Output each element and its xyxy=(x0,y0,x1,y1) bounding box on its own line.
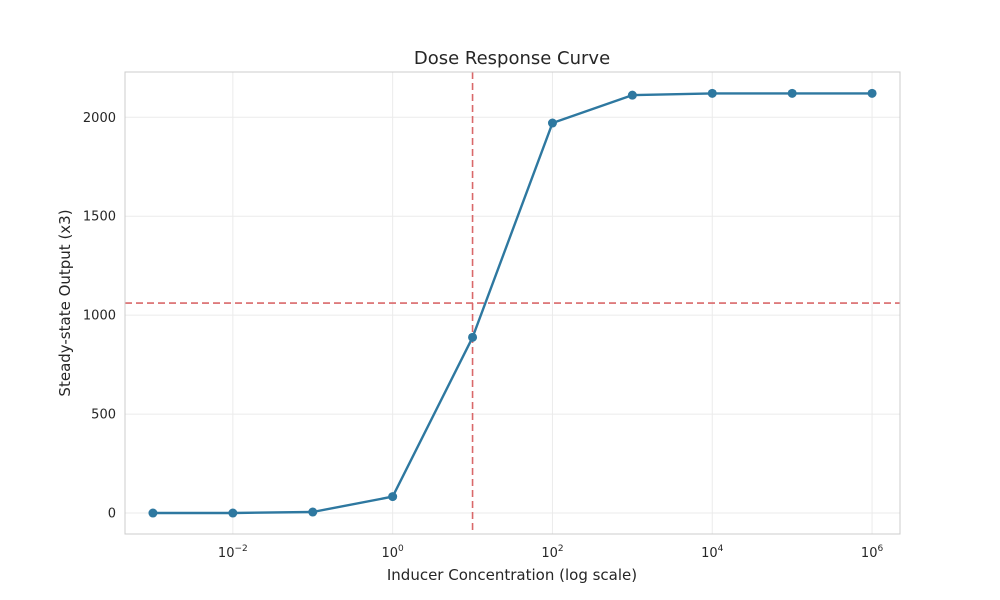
y-tick-label: 0 xyxy=(108,507,116,522)
x-tick-exponent: 2 xyxy=(558,544,564,554)
x-tick-base: 10 xyxy=(701,546,718,561)
chart-title: Dose Response Curve xyxy=(414,48,610,69)
x-tick-base: 10 xyxy=(218,546,235,561)
y-tick-label: 1000 xyxy=(83,309,116,324)
data-point xyxy=(867,88,877,98)
x-tick-exponent: −2 xyxy=(234,544,247,554)
plot-frame xyxy=(124,71,901,535)
y-axis-ticks: 0 500 1000 1500 2000 xyxy=(83,111,116,522)
data-point xyxy=(228,508,238,518)
data-point xyxy=(148,508,158,518)
series-line xyxy=(152,92,873,515)
data-point xyxy=(547,118,557,128)
data-point xyxy=(388,492,398,502)
x-axis-label: Inducer Concentration (log scale) xyxy=(387,566,637,584)
x-tick-base: 10 xyxy=(382,546,399,561)
x-tick-label: 102 xyxy=(541,544,563,561)
y-tick-label: 500 xyxy=(91,408,116,423)
x-tick-label: 106 xyxy=(861,544,884,561)
x-axis-ticks: 10−2 100 102 104 106 xyxy=(218,544,884,561)
x-tick-base: 10 xyxy=(541,546,558,561)
x-tick-exponent: 6 xyxy=(877,544,883,554)
data-point xyxy=(707,88,717,98)
reference-lines xyxy=(125,72,900,534)
y-axis-label: Steady-state Output (x3) xyxy=(56,209,74,396)
data-point xyxy=(627,90,637,100)
y-tick-label: 2000 xyxy=(83,111,116,126)
x-tick-label: 104 xyxy=(701,544,724,561)
x-tick-exponent: 4 xyxy=(718,544,724,554)
data-point xyxy=(787,88,797,98)
x-tick-exponent: 0 xyxy=(398,544,404,554)
x-tick-label: 100 xyxy=(382,544,405,561)
x-tick-base: 10 xyxy=(861,546,878,561)
x-tick-label: 10−2 xyxy=(218,544,248,561)
series-layer xyxy=(148,88,877,518)
data-point xyxy=(308,507,318,517)
y-tick-label: 1500 xyxy=(83,210,116,225)
data-point xyxy=(468,332,478,342)
